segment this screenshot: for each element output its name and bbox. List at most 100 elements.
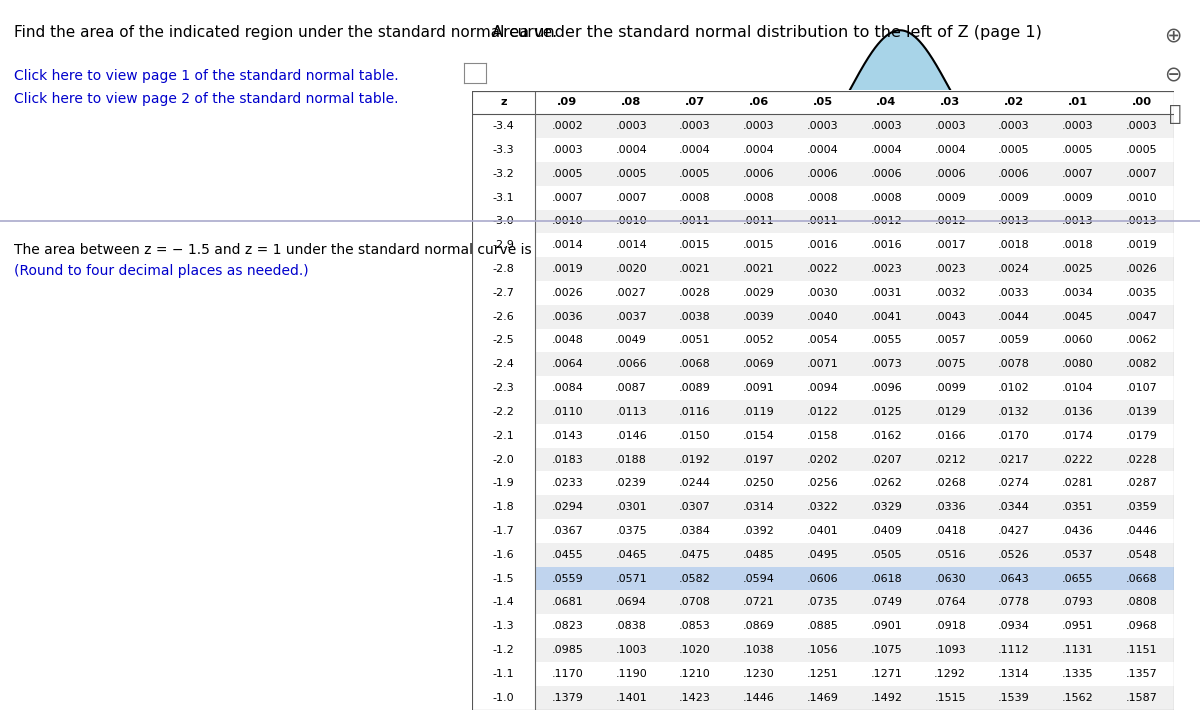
Text: .0132: .0132 — [998, 407, 1030, 417]
Text: .0080: .0080 — [1062, 359, 1093, 369]
Bar — [472, 638, 535, 662]
Text: .0537: .0537 — [1062, 550, 1093, 560]
Text: .0019: .0019 — [1126, 240, 1158, 251]
Bar — [854, 353, 918, 376]
Bar — [854, 638, 918, 662]
Text: .0934: .0934 — [998, 621, 1030, 631]
Text: .0016: .0016 — [806, 240, 839, 251]
Text: .0031: .0031 — [871, 288, 902, 298]
Text: (Round to four decimal places as needed.): (Round to four decimal places as needed.… — [14, 264, 310, 278]
Bar — [918, 686, 982, 710]
Text: .1056: .1056 — [806, 645, 839, 655]
Bar — [791, 638, 854, 662]
Text: .0166: .0166 — [935, 431, 966, 441]
Bar — [1046, 376, 1110, 400]
Bar — [664, 543, 727, 567]
Text: -3.2: -3.2 — [493, 169, 515, 179]
Text: .1562: .1562 — [1062, 693, 1093, 702]
Bar — [1110, 686, 1174, 710]
Text: .1210: .1210 — [679, 669, 710, 679]
Text: Click here to view page 2 of the standard normal table.: Click here to view page 2 of the standar… — [14, 92, 398, 106]
Bar — [1046, 281, 1110, 305]
Text: .0013: .0013 — [1062, 216, 1093, 227]
Text: .0375: .0375 — [616, 526, 647, 536]
Bar — [982, 638, 1046, 662]
Bar — [1046, 495, 1110, 519]
Bar — [472, 233, 535, 257]
Text: .0008: .0008 — [679, 193, 710, 203]
Bar — [791, 90, 854, 114]
Text: .0721: .0721 — [743, 597, 775, 607]
Bar — [535, 686, 599, 710]
Text: .0104: .0104 — [1062, 383, 1093, 393]
Text: .0062: .0062 — [1126, 335, 1158, 345]
Bar — [664, 519, 727, 543]
Text: .0202: .0202 — [806, 455, 839, 465]
Bar — [1046, 543, 1110, 567]
Bar — [535, 233, 599, 257]
Text: .0004: .0004 — [743, 145, 775, 155]
Bar — [472, 471, 535, 495]
Text: .0054: .0054 — [806, 335, 839, 345]
Bar — [918, 471, 982, 495]
Text: .0119: .0119 — [743, 407, 775, 417]
Text: .0274: .0274 — [998, 479, 1030, 489]
Bar — [727, 281, 791, 305]
Bar — [982, 114, 1046, 138]
Bar — [472, 686, 535, 710]
Text: .0436: .0436 — [1062, 526, 1093, 536]
Bar — [1110, 162, 1174, 186]
Text: .0034: .0034 — [1062, 288, 1093, 298]
Text: .1112: .1112 — [998, 645, 1030, 655]
Text: .0384: .0384 — [679, 526, 710, 536]
Text: .1093: .1093 — [935, 645, 966, 655]
Text: .06: .06 — [749, 98, 769, 107]
Bar — [791, 495, 854, 519]
Bar — [982, 567, 1046, 591]
Bar — [535, 329, 599, 353]
Text: .1587: .1587 — [1126, 693, 1158, 702]
Bar — [599, 186, 664, 209]
Text: .0094: .0094 — [806, 383, 839, 393]
Bar — [1110, 447, 1174, 471]
Text: .0643: .0643 — [998, 573, 1030, 584]
Bar — [472, 591, 535, 614]
Bar — [918, 257, 982, 281]
Bar — [1110, 305, 1174, 329]
Text: .0007: .0007 — [616, 193, 647, 203]
Text: .0239: .0239 — [616, 479, 647, 489]
Bar — [918, 495, 982, 519]
Bar — [982, 614, 1046, 638]
Text: .0301: .0301 — [616, 502, 647, 512]
Text: .0154: .0154 — [743, 431, 775, 441]
Text: .0014: .0014 — [552, 240, 583, 251]
Text: .0004: .0004 — [679, 145, 710, 155]
Bar — [472, 162, 535, 186]
Text: .0401: .0401 — [806, 526, 839, 536]
Text: .0749: .0749 — [870, 597, 902, 607]
Text: -2.5: -2.5 — [493, 335, 515, 345]
Bar — [918, 162, 982, 186]
Bar — [1046, 591, 1110, 614]
Text: .0003: .0003 — [998, 121, 1030, 131]
Bar — [791, 447, 854, 471]
Bar — [727, 662, 791, 686]
Text: .0110: .0110 — [552, 407, 583, 417]
Bar — [1046, 162, 1110, 186]
Text: .0004: .0004 — [616, 145, 647, 155]
Bar — [1110, 281, 1174, 305]
Bar — [664, 90, 727, 114]
Text: .0516: .0516 — [935, 550, 966, 560]
Text: .0006: .0006 — [806, 169, 839, 179]
Bar — [791, 376, 854, 400]
Bar — [599, 638, 664, 662]
Text: .0630: .0630 — [935, 573, 966, 584]
Bar — [1046, 471, 1110, 495]
Text: -1.5: -1.5 — [814, 190, 835, 201]
Text: .0089: .0089 — [679, 383, 710, 393]
Text: .0262: .0262 — [870, 479, 902, 489]
Text: -2.2: -2.2 — [492, 407, 515, 417]
Bar — [918, 591, 982, 614]
Text: .0150: .0150 — [679, 431, 710, 441]
Bar — [472, 567, 535, 591]
